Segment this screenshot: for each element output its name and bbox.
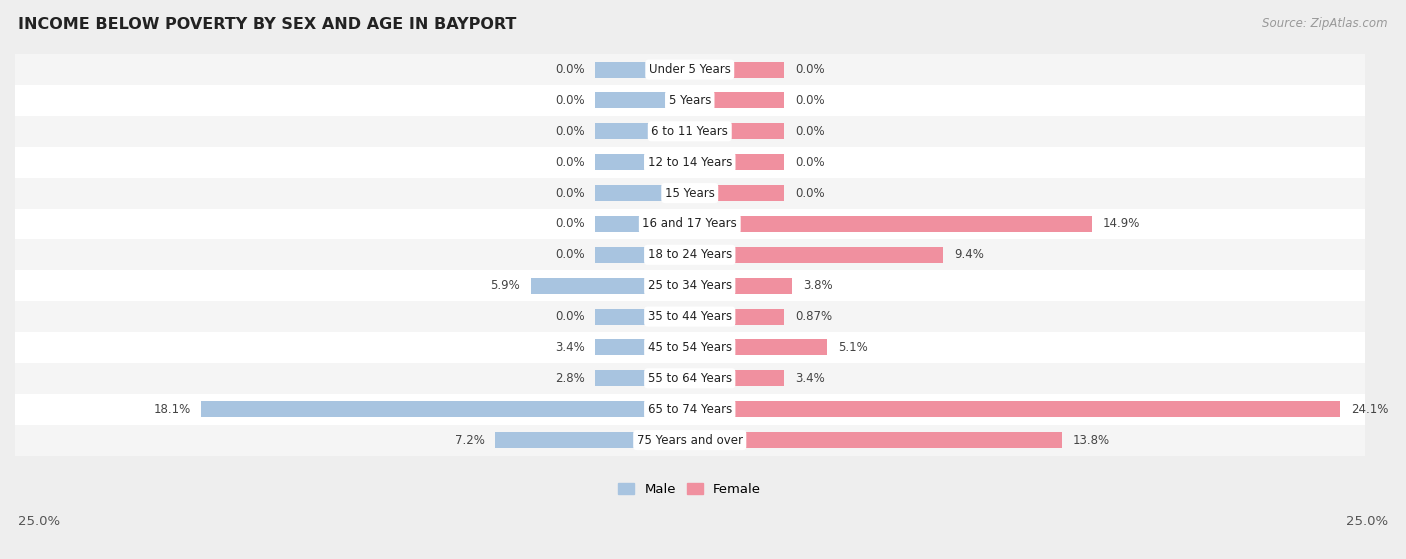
Text: 0.87%: 0.87%: [794, 310, 832, 323]
Bar: [595, 185, 690, 201]
Text: 18.1%: 18.1%: [153, 402, 190, 416]
Text: INCOME BELOW POVERTY BY SEX AND AGE IN BAYPORT: INCOME BELOW POVERTY BY SEX AND AGE IN B…: [18, 17, 516, 32]
Text: 6 to 11 Years: 6 to 11 Years: [651, 125, 728, 138]
Bar: [595, 154, 690, 170]
Bar: [15, 116, 1364, 147]
Text: 3.4%: 3.4%: [555, 341, 585, 354]
Text: 2.8%: 2.8%: [555, 372, 585, 385]
Text: 3.8%: 3.8%: [803, 279, 832, 292]
Text: 0.0%: 0.0%: [794, 125, 825, 138]
Text: 12 to 14 Years: 12 to 14 Years: [648, 156, 733, 169]
Text: 45 to 54 Years: 45 to 54 Years: [648, 341, 733, 354]
Bar: [595, 61, 690, 78]
Bar: [690, 339, 827, 356]
Text: 75 Years and over: 75 Years and over: [637, 434, 742, 447]
Text: 0.0%: 0.0%: [794, 156, 825, 169]
Text: 35 to 44 Years: 35 to 44 Years: [648, 310, 733, 323]
Text: 0.0%: 0.0%: [555, 217, 585, 230]
Text: 25.0%: 25.0%: [18, 515, 60, 528]
Bar: [690, 124, 785, 139]
Bar: [15, 301, 1364, 332]
Text: 5.1%: 5.1%: [838, 341, 868, 354]
Bar: [15, 332, 1364, 363]
Bar: [690, 61, 785, 78]
Bar: [690, 370, 785, 386]
Bar: [690, 154, 785, 170]
Text: 0.0%: 0.0%: [555, 310, 585, 323]
Text: 0.0%: 0.0%: [555, 156, 585, 169]
Bar: [690, 92, 785, 108]
Text: 0.0%: 0.0%: [794, 187, 825, 200]
Bar: [595, 309, 690, 325]
Text: 9.4%: 9.4%: [955, 248, 984, 261]
Bar: [15, 270, 1364, 301]
Text: 0.0%: 0.0%: [794, 94, 825, 107]
Text: 24.1%: 24.1%: [1351, 402, 1388, 416]
Text: 14.9%: 14.9%: [1102, 217, 1140, 230]
Bar: [690, 278, 793, 293]
Text: 25 to 34 Years: 25 to 34 Years: [648, 279, 733, 292]
Bar: [15, 54, 1364, 85]
Bar: [690, 432, 1062, 448]
Text: Under 5 Years: Under 5 Years: [648, 63, 731, 76]
Text: 0.0%: 0.0%: [794, 63, 825, 76]
Text: 25.0%: 25.0%: [1346, 515, 1388, 528]
Text: 65 to 74 Years: 65 to 74 Years: [648, 402, 733, 416]
Bar: [15, 147, 1364, 178]
Bar: [15, 209, 1364, 239]
Bar: [690, 309, 785, 325]
Bar: [15, 394, 1364, 425]
Bar: [15, 425, 1364, 456]
Text: 0.0%: 0.0%: [555, 248, 585, 261]
Text: 0.0%: 0.0%: [555, 125, 585, 138]
Text: 18 to 24 Years: 18 to 24 Years: [648, 248, 733, 261]
Legend: Male, Female: Male, Female: [613, 477, 766, 501]
Text: 5 Years: 5 Years: [669, 94, 711, 107]
Bar: [595, 124, 690, 139]
Text: 0.0%: 0.0%: [555, 94, 585, 107]
Bar: [595, 339, 690, 356]
Bar: [595, 92, 690, 108]
Bar: [595, 216, 690, 232]
Text: 15 Years: 15 Years: [665, 187, 714, 200]
Bar: [495, 432, 690, 448]
Bar: [595, 247, 690, 263]
Bar: [690, 401, 1340, 417]
Text: 0.0%: 0.0%: [555, 63, 585, 76]
Bar: [530, 278, 690, 293]
Bar: [201, 401, 690, 417]
Bar: [595, 370, 690, 386]
Text: 5.9%: 5.9%: [489, 279, 520, 292]
Text: 3.4%: 3.4%: [794, 372, 825, 385]
Bar: [690, 216, 1092, 232]
Bar: [15, 239, 1364, 270]
Text: 16 and 17 Years: 16 and 17 Years: [643, 217, 737, 230]
Text: Source: ZipAtlas.com: Source: ZipAtlas.com: [1263, 17, 1388, 30]
Text: 0.0%: 0.0%: [555, 187, 585, 200]
Bar: [690, 185, 785, 201]
Text: 55 to 64 Years: 55 to 64 Years: [648, 372, 733, 385]
Bar: [15, 363, 1364, 394]
Bar: [690, 247, 943, 263]
Bar: [15, 85, 1364, 116]
Text: 13.8%: 13.8%: [1073, 434, 1111, 447]
Text: 7.2%: 7.2%: [454, 434, 485, 447]
Bar: [15, 178, 1364, 209]
